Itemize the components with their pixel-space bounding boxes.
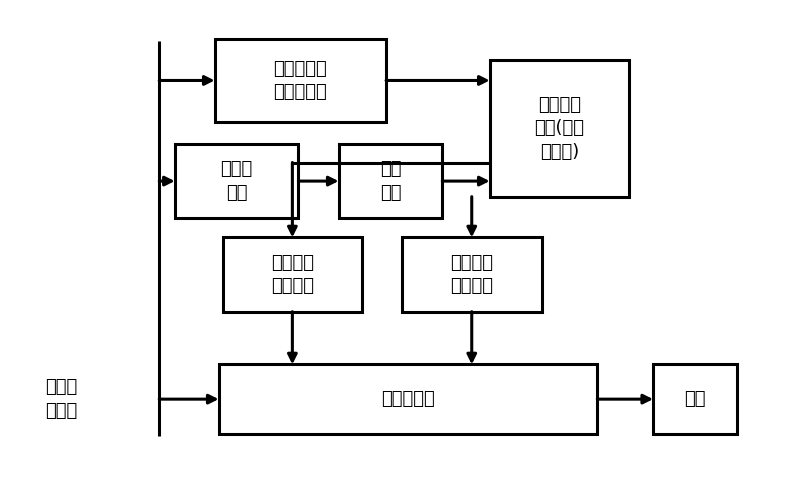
Text: 负载: 负载	[684, 390, 706, 408]
Bar	[222, 238, 362, 312]
Bar	[338, 144, 442, 218]
Text: 三相输
入电压: 三相输 入电压	[45, 378, 78, 420]
Bar	[214, 39, 386, 122]
Text: 前馈校正
算法(基于
查表法): 前馈校正 算法(基于 查表法)	[534, 96, 585, 161]
Bar	[653, 364, 737, 434]
Bar	[218, 364, 598, 434]
Text: 矩阵变换器: 矩阵变换器	[381, 390, 435, 408]
Bar	[402, 238, 542, 312]
Text: 过零点
比较: 过零点 比较	[221, 161, 253, 202]
Bar	[490, 60, 630, 197]
Text: 频率
计算: 频率 计算	[380, 161, 401, 202]
Text: 逆变级占
空比算法: 逆变级占 空比算法	[450, 254, 494, 295]
Bar	[174, 144, 298, 218]
Text: 整流级占
空比算法: 整流级占 空比算法	[271, 254, 314, 295]
Text: 采样（消除
共模误差）: 采样（消除 共模误差）	[274, 60, 327, 101]
